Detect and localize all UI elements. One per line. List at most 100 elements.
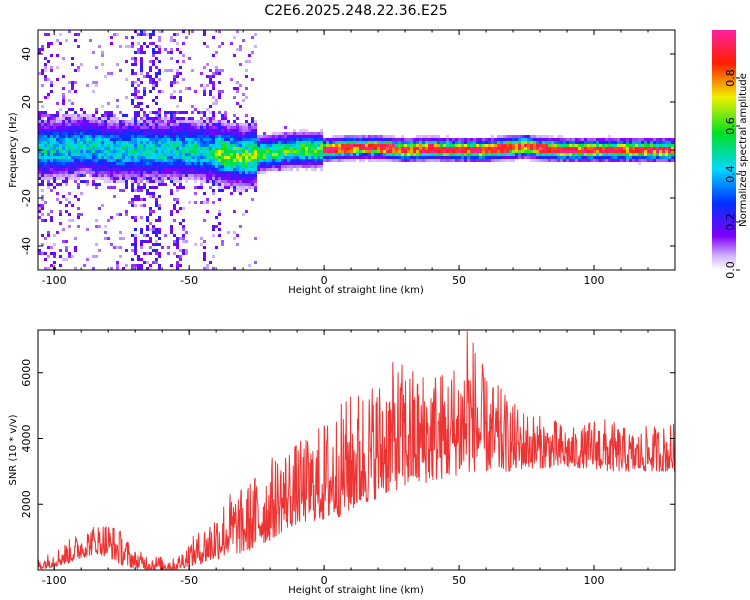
spectrogram-cell	[500, 135, 503, 138]
spectrogram-cell	[209, 93, 212, 96]
spectrogram-cell	[368, 135, 371, 138]
spectrogram-cell	[149, 117, 152, 120]
spectrogram-cell	[176, 129, 179, 132]
spectrogram-cell	[335, 147, 338, 150]
spectrogram-cell	[155, 261, 158, 264]
colorbar-tick-label: 0.2	[724, 213, 737, 231]
spectrogram-cell	[143, 135, 146, 138]
spectrogram-cell	[149, 132, 152, 135]
spectrogram-cell	[95, 126, 98, 129]
spectrogram-cell	[95, 138, 98, 141]
spectrogram-cell	[296, 135, 299, 138]
spectrogram-cell	[314, 147, 317, 150]
spectrogram-cell	[206, 156, 209, 159]
y-tick-label: -20	[20, 189, 33, 207]
spectrogram-cell	[44, 153, 47, 156]
spectrogram-cell	[131, 138, 134, 141]
spectrogram-cell	[389, 150, 392, 153]
spectrogram-cell	[488, 153, 491, 156]
spectrogram-cell	[563, 153, 566, 156]
spectrogram-cell	[353, 138, 356, 141]
spectrogram-cell	[410, 159, 413, 162]
spectrogram-cell	[110, 267, 113, 270]
spectrogram-cell	[155, 51, 158, 54]
spectrogram-cell	[83, 135, 86, 138]
spectrogram-cell	[152, 150, 155, 153]
spectrogram-cell	[158, 156, 161, 159]
spectrogram-cell	[92, 129, 95, 132]
spectrogram-cell	[596, 156, 599, 159]
spectrogram-cell	[521, 144, 524, 147]
spectrogram-cell	[638, 153, 641, 156]
spectrogram-cell	[260, 138, 263, 141]
spectrogram-cell	[215, 216, 218, 219]
spectrogram-cell	[182, 147, 185, 150]
spectrogram-cell	[119, 132, 122, 135]
spectrogram-cell	[134, 252, 137, 255]
spectrogram-cell	[251, 156, 254, 159]
spectrogram-cell	[95, 255, 98, 258]
spectrogram-cell	[206, 45, 209, 48]
spectrogram-cell	[251, 153, 254, 156]
spectrogram-cell	[143, 30, 146, 33]
spectrogram-cell	[257, 144, 260, 147]
spectrogram-cell	[341, 141, 344, 144]
spectrogram-cell	[224, 129, 227, 132]
spectrogram-cell	[182, 150, 185, 153]
spectrogram-cell	[143, 240, 146, 243]
spectrogram-cell	[50, 120, 53, 123]
spectrogram-cell	[125, 114, 128, 117]
spectrogram-cell	[470, 150, 473, 153]
spectrogram-cell	[170, 111, 173, 114]
spectrogram-cell	[125, 141, 128, 144]
spectrogram-cell	[131, 123, 134, 126]
spectrogram-cell	[119, 174, 122, 177]
spectrogram-cell	[311, 162, 314, 165]
spectrogram-cell	[119, 135, 122, 138]
spectrogram-cell	[62, 228, 65, 231]
spectrogram-cell	[287, 135, 290, 138]
spectrogram-cell	[164, 120, 167, 123]
spectrogram-cell	[551, 156, 554, 159]
spectrogram-cell	[116, 132, 119, 135]
spectrogram-cell	[98, 159, 101, 162]
spectrogram-cell	[248, 126, 251, 129]
spectrogram-cell	[131, 267, 134, 270]
spectrogram-cell	[41, 117, 44, 120]
spectrogram-cell	[362, 144, 365, 147]
spectrogram-cell	[269, 147, 272, 150]
spectrogram-cell	[80, 150, 83, 153]
spectrogram-cell	[155, 168, 158, 171]
spectrogram-cell	[152, 135, 155, 138]
spectrogram-cell	[443, 138, 446, 141]
spectrogram-cell	[581, 153, 584, 156]
spectrogram-cell	[107, 171, 110, 174]
spectrogram-cell	[260, 147, 263, 150]
spectrogram-cell	[287, 138, 290, 141]
spectrogram-cell	[239, 183, 242, 186]
spectrogram-cell	[44, 69, 47, 72]
spectrogram-cell	[80, 117, 83, 120]
spectrogram-cell	[320, 165, 323, 168]
spectrogram-cell	[305, 150, 308, 153]
spectrogram-cell	[371, 159, 374, 162]
spectrogram-cell	[140, 204, 143, 207]
spectrogram-cell	[185, 168, 188, 171]
spectrogram-cell	[140, 63, 143, 66]
spectrogram-cell	[245, 153, 248, 156]
spectrogram-cell	[101, 63, 104, 66]
spectrogram-cell	[206, 132, 209, 135]
spectrogram-cell	[182, 168, 185, 171]
spectrogram-cell	[170, 180, 173, 183]
spectrogram-cell	[209, 186, 212, 189]
spectrogram-cell	[413, 141, 416, 144]
spectrogram-cell	[395, 141, 398, 144]
spectrogram-cell	[41, 234, 44, 237]
spectrogram-cell	[68, 120, 71, 123]
spectrogram-cell	[374, 159, 377, 162]
spectrogram-cell	[191, 159, 194, 162]
spectrogram-cell	[212, 192, 215, 195]
spectrogram-cell	[506, 153, 509, 156]
spectrogram-cell	[44, 75, 47, 78]
spectrogram-cell	[203, 30, 206, 33]
